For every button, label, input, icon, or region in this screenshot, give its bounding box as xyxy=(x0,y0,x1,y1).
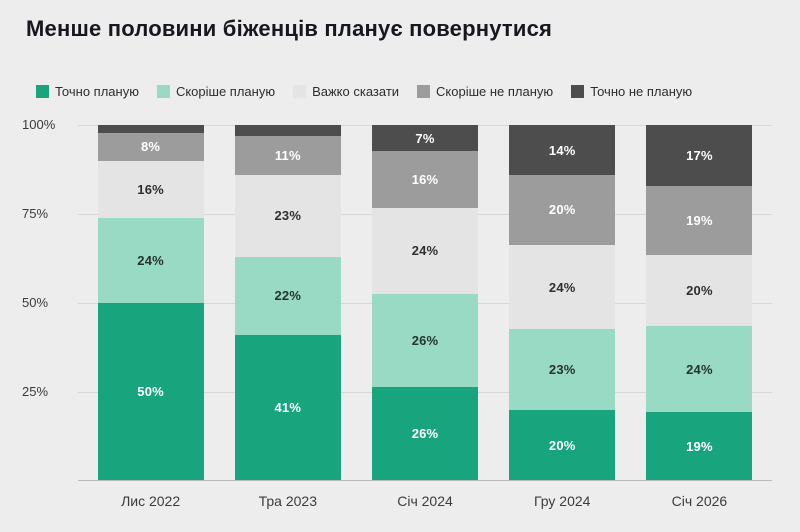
x-axis-label: Січ 2024 xyxy=(397,493,453,510)
y-axis-tick: 100% xyxy=(22,117,56,133)
chart: 100% 75% 50% 25% 50% 24% 16% 8% 41% 22% 23% 11% 26%… xyxy=(22,117,772,509)
segment-value-label: 8% xyxy=(140,139,161,155)
bar-segment: 19% xyxy=(646,186,753,255)
segment-value-label: 20% xyxy=(686,282,713,298)
legend-item: Важко сказати xyxy=(293,84,399,99)
bars: 50% 24% 16% 8% 41% 22% 23% 11% 26% 26% 24% 16% 7% 20%… xyxy=(78,125,772,481)
segment-value-label: 14% xyxy=(548,142,576,158)
segment-value-label: 11% xyxy=(274,148,301,164)
bar-segment: 41% xyxy=(234,334,341,481)
segment-value-label: 16% xyxy=(137,181,164,197)
bar-slot: 19% 24% 20% 19% 17% xyxy=(631,125,768,481)
segment-value-label: 19% xyxy=(686,212,713,228)
bar-segment: 50% xyxy=(97,302,204,481)
bar-segment: 26% xyxy=(372,387,478,481)
stacked-bar: 26% 26% 24% 16% 7% xyxy=(372,125,478,481)
bar-segment: 24% xyxy=(646,326,753,413)
bar-segment: 24% xyxy=(97,217,204,303)
stacked-bar: 19% 24% 20% 19% 17% xyxy=(646,125,753,481)
legend-swatch-icon xyxy=(36,85,49,99)
legend-label: Скоріше не планую xyxy=(436,84,554,100)
bar-segment: 17% xyxy=(646,125,753,187)
legend-item: Скоріше планую xyxy=(156,84,276,100)
legend-label: Точно планую xyxy=(55,84,139,100)
bar-segment: 16% xyxy=(372,150,478,208)
bar-segment: 8% xyxy=(97,132,204,161)
bar-segment: 26% xyxy=(372,293,478,388)
y-axis-tick: 50% xyxy=(22,294,49,310)
stacked-bar: 20% 23% 24% 20% 14% xyxy=(509,125,616,481)
stacked-bar: 50% 24% 16% 8% xyxy=(97,125,204,481)
bar-segment: 24% xyxy=(372,207,478,294)
segment-value-label: 24% xyxy=(686,361,713,377)
legend-swatch-icon xyxy=(417,85,431,99)
bar-slot: 41% 22% 23% 11% xyxy=(219,125,356,481)
segment-value-label: 16% xyxy=(411,171,439,187)
legend-item: Точно не планую xyxy=(571,84,692,99)
segment-value-label: 26% xyxy=(411,426,439,442)
bar-segment: 14% xyxy=(509,125,616,175)
legend-item: Точно планую xyxy=(36,84,139,99)
x-axis-label: Лис 2022 xyxy=(121,493,181,510)
bar-segment: 16% xyxy=(97,160,204,218)
bar-segment xyxy=(234,125,341,137)
bar-slot: 50% 24% 16% 8% xyxy=(82,125,219,481)
segment-value-label: 20% xyxy=(548,437,576,453)
segment-value-label: 24% xyxy=(411,243,439,259)
bar-segment: 19% xyxy=(646,412,753,481)
segment-value-label: 24% xyxy=(548,279,576,295)
bar-segment: 7% xyxy=(372,125,478,151)
legend-label: Скоріше планую xyxy=(175,84,276,100)
segment-value-label: 20% xyxy=(548,202,576,218)
bar-segment xyxy=(97,125,204,133)
legend-swatch-icon xyxy=(571,85,585,99)
x-axis-label: Тра 2023 xyxy=(258,493,317,510)
y-axis-tick: 25% xyxy=(22,383,49,399)
chart-title: Менше половини біженців планує повернути… xyxy=(26,16,553,41)
segment-value-label: 22% xyxy=(274,288,302,304)
bar-segment: 20% xyxy=(509,410,616,481)
segment-value-label: 50% xyxy=(137,384,164,400)
x-axis-labels: Лис 2022 Тра 2023 Січ 2024 Гру 2024 Січ 2026 xyxy=(78,493,772,509)
segment-value-label: 23% xyxy=(548,362,576,378)
segment-value-label: 19% xyxy=(686,438,713,454)
bar-segment: 20% xyxy=(509,174,616,245)
bar-segment: 20% xyxy=(646,254,753,327)
plot-area: 100% 75% 50% 25% 50% 24% 16% 8% 41% 22% 23% 11% 26%… xyxy=(22,117,772,482)
legend-label: Важко сказати xyxy=(312,84,400,100)
bar-segment: 24% xyxy=(509,244,616,330)
legend-swatch-icon xyxy=(293,85,307,99)
bar-segment: 11% xyxy=(234,136,341,176)
bar-slot: 20% 23% 24% 20% 14% xyxy=(494,125,631,481)
segment-value-label: 7% xyxy=(415,130,435,146)
legend-item: Скоріше не планую xyxy=(417,84,553,99)
bar-segment: 22% xyxy=(234,256,341,335)
y-axis-tick: 75% xyxy=(22,206,49,222)
bar-segment: 23% xyxy=(509,329,616,411)
bar-slot: 26% 26% 24% 16% 7% xyxy=(356,125,493,481)
bar-segment: 23% xyxy=(234,175,341,257)
segment-value-label: 23% xyxy=(274,208,302,224)
legend-swatch-icon xyxy=(156,85,170,99)
legend: Точно планую Скоріше планую Важко сказати С… xyxy=(36,84,774,99)
x-axis-label: Січ 2026 xyxy=(671,493,728,510)
segment-value-label: 41% xyxy=(274,400,302,416)
segment-value-label: 26% xyxy=(411,333,439,349)
legend-label: Точно не планую xyxy=(590,84,693,100)
stacked-bar: 41% 22% 23% 11% xyxy=(234,125,341,481)
segment-value-label: 24% xyxy=(137,252,164,268)
segment-value-label: 17% xyxy=(686,148,713,164)
x-axis-label: Гру 2024 xyxy=(533,493,591,510)
